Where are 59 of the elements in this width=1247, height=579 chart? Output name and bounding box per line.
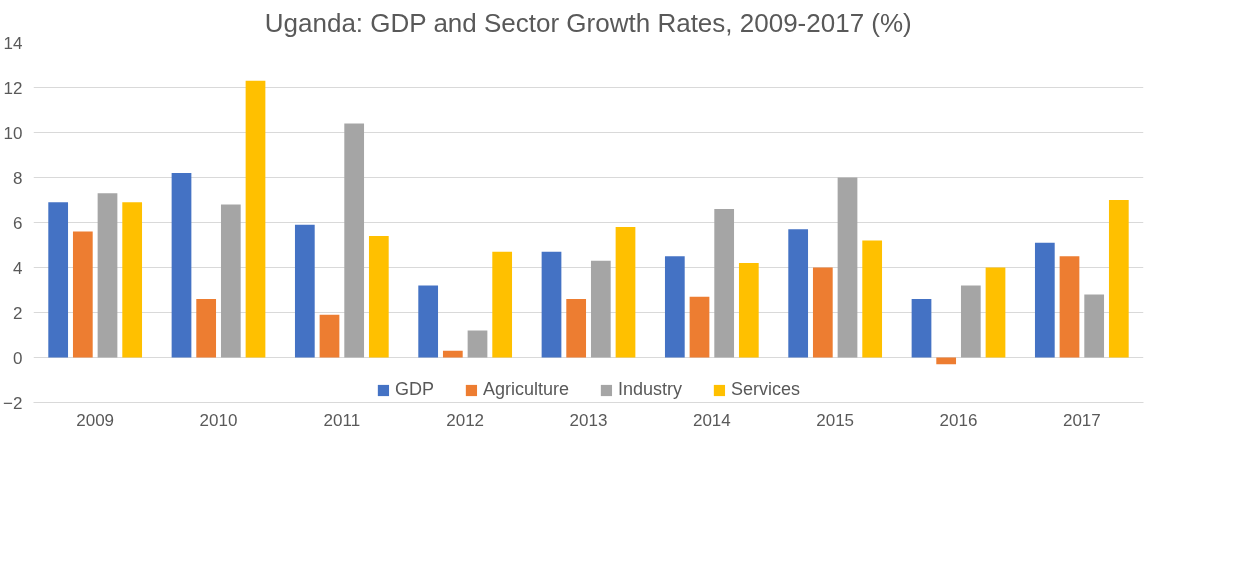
bar bbox=[122, 202, 143, 358]
bar bbox=[344, 123, 365, 358]
chart-title: Uganda: GDP and Sector Growth Rates, 2009-2017 (%) bbox=[264, 7, 912, 38]
legend-label: Agriculture bbox=[482, 379, 569, 400]
x-tick-label: 2015 bbox=[816, 410, 855, 430]
bar bbox=[615, 227, 636, 358]
y-tick-label: −2 bbox=[3, 393, 23, 413]
bar bbox=[1084, 294, 1105, 358]
x-tick-label: 2013 bbox=[569, 410, 608, 430]
bar bbox=[960, 285, 981, 358]
bar bbox=[788, 229, 809, 358]
bar bbox=[1034, 242, 1055, 358]
x-tick-label: 2010 bbox=[199, 410, 238, 430]
bar bbox=[72, 231, 93, 358]
bar bbox=[862, 240, 883, 358]
bar bbox=[442, 350, 463, 358]
bar bbox=[664, 256, 685, 358]
bar bbox=[566, 299, 587, 358]
bar bbox=[738, 263, 759, 358]
bar bbox=[97, 193, 118, 358]
x-tick-label: 2011 bbox=[323, 410, 361, 430]
y-tick-label: 6 bbox=[13, 213, 23, 233]
bar bbox=[220, 204, 241, 358]
y-tick-label: 8 bbox=[13, 168, 23, 188]
x-tick-label: 2014 bbox=[692, 410, 731, 430]
bar bbox=[541, 251, 562, 358]
y-tick-label: 0 bbox=[13, 348, 23, 368]
y-tick-label: 10 bbox=[3, 123, 23, 143]
bar bbox=[1108, 200, 1129, 358]
y-tick-label: 12 bbox=[3, 78, 23, 98]
bar bbox=[418, 285, 439, 358]
legend-label: GDP bbox=[394, 379, 434, 400]
x-tick-label: 2016 bbox=[939, 410, 978, 430]
bar bbox=[245, 80, 266, 358]
legend-label: Industry bbox=[618, 379, 683, 400]
bar bbox=[985, 267, 1006, 358]
y-tick-label: 2 bbox=[13, 303, 23, 323]
bar bbox=[319, 314, 340, 358]
x-tick-label: 2012 bbox=[446, 410, 485, 430]
bar bbox=[1059, 256, 1080, 358]
x-tick-label: 2009 bbox=[76, 410, 115, 430]
bar bbox=[294, 224, 315, 358]
bar bbox=[837, 177, 858, 358]
bar bbox=[171, 173, 192, 358]
bar bbox=[689, 296, 710, 358]
bar bbox=[492, 251, 513, 358]
y-tick-label: 14 bbox=[3, 33, 23, 53]
bar bbox=[714, 209, 735, 358]
bar bbox=[936, 357, 957, 365]
x-tick-label: 2017 bbox=[1062, 410, 1101, 430]
bar bbox=[812, 267, 833, 358]
bar bbox=[911, 299, 932, 358]
bar bbox=[196, 299, 217, 358]
y-tick-label: 4 bbox=[13, 258, 23, 278]
bar bbox=[590, 260, 611, 358]
bar bbox=[368, 236, 389, 358]
bar bbox=[467, 330, 488, 358]
bar bbox=[48, 202, 69, 358]
legend-label: Services bbox=[731, 379, 801, 400]
